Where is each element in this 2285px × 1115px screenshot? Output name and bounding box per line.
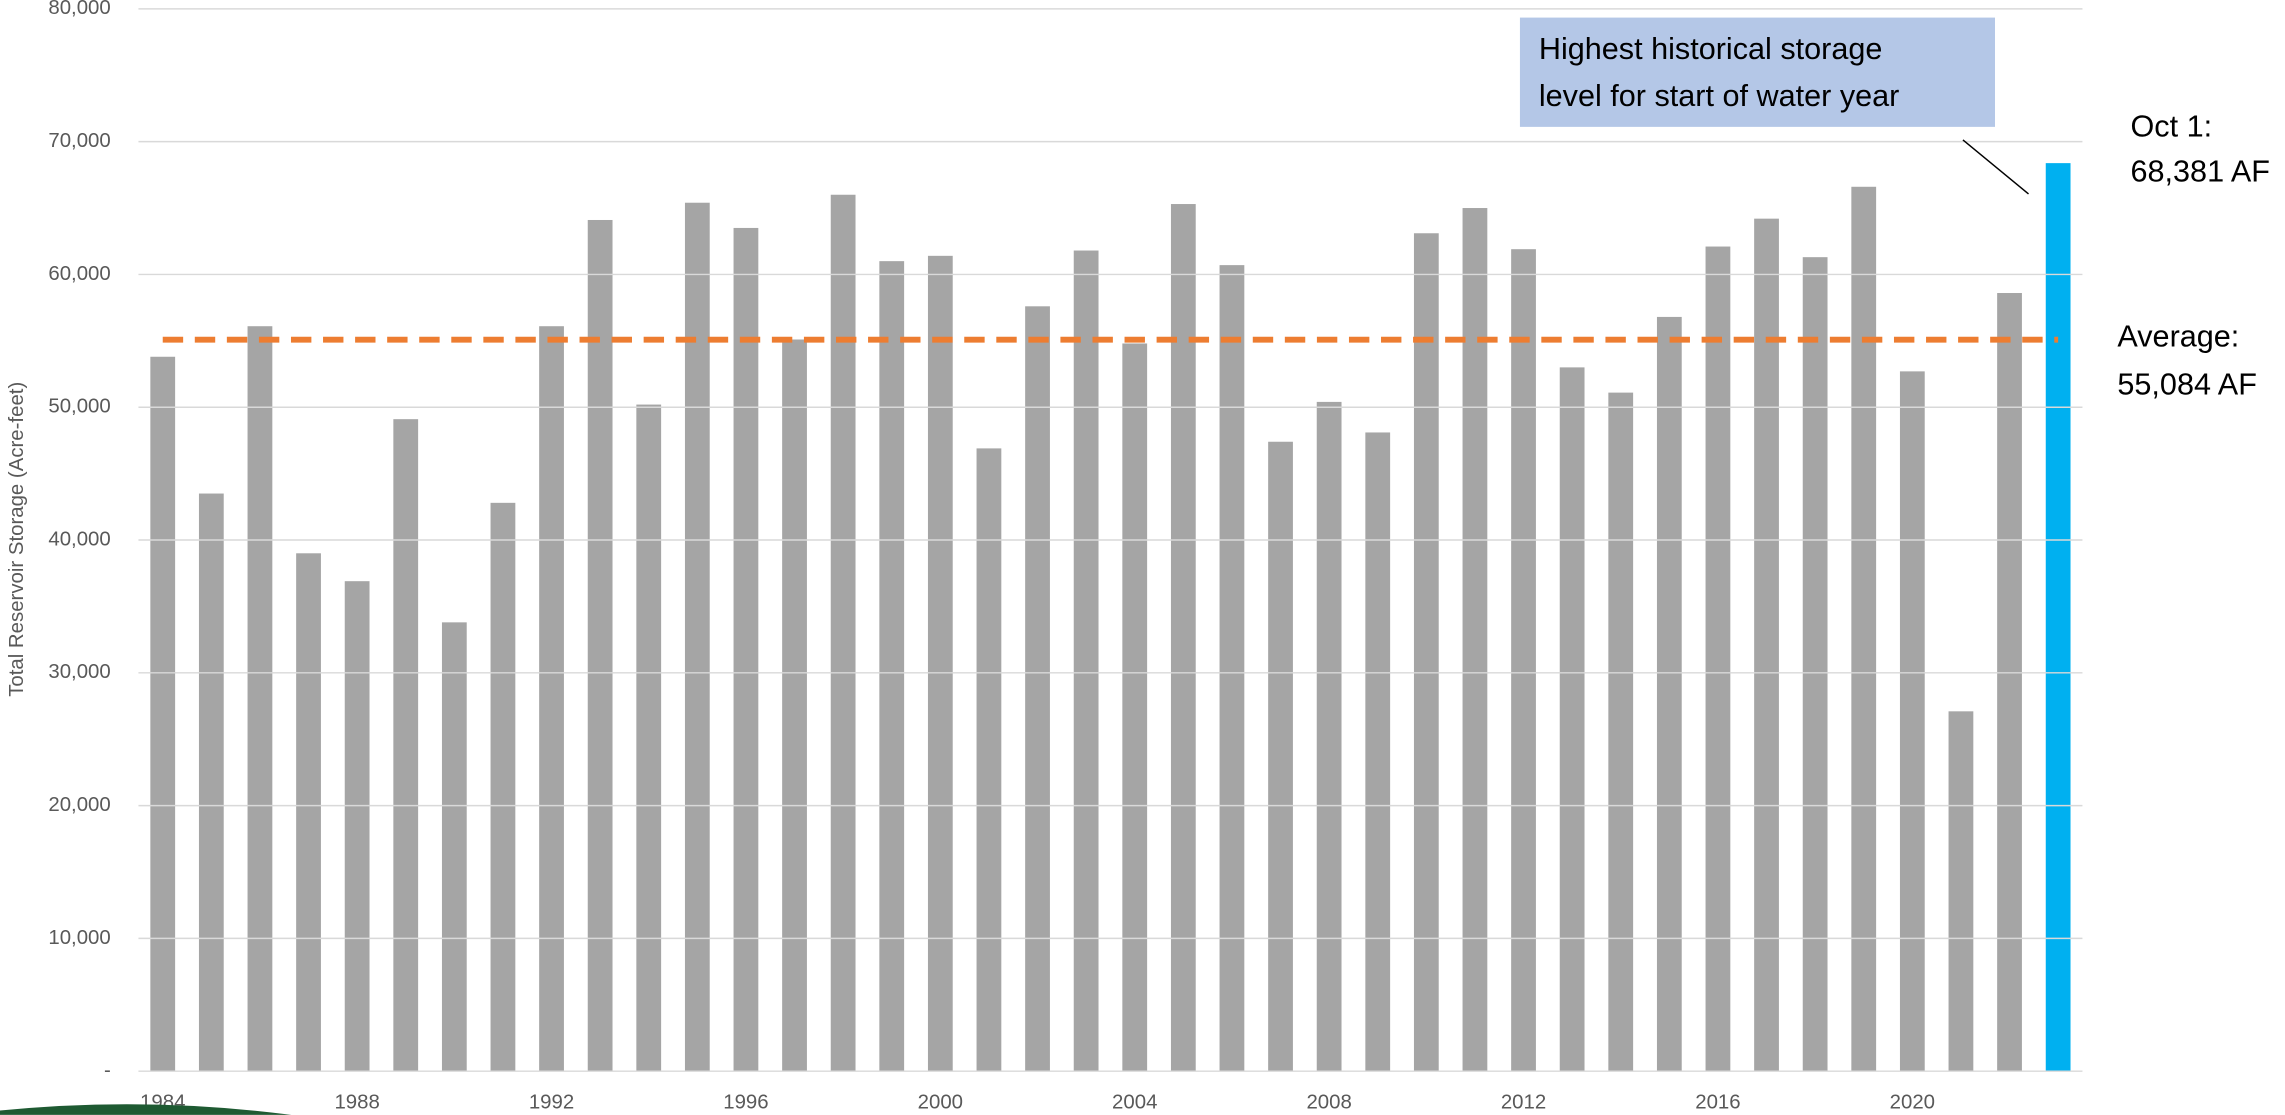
callout-leader <box>1962 139 2029 195</box>
average-label: Average: <box>2117 319 2239 353</box>
x-tick-label: 2004 <box>1112 1092 1157 1114</box>
bar <box>1997 293 2022 1072</box>
bar <box>684 202 710 1072</box>
bar <box>344 581 370 1072</box>
x-tick-label: 2020 <box>1890 1092 1935 1114</box>
x-tick-label: 2000 <box>918 1092 963 1114</box>
latest-label: Oct 1: <box>2131 109 2213 143</box>
callout-box <box>1519 17 1996 127</box>
bar <box>393 419 419 1072</box>
decoration <box>0 1104 292 1115</box>
bar <box>1122 343 1148 1072</box>
bar <box>830 194 856 1072</box>
bar <box>1851 186 1877 1072</box>
y-tick-label: 70,000 <box>48 130 110 152</box>
x-tick-label: 1996 <box>723 1092 768 1114</box>
callout-text: level for start of water year <box>1539 79 1899 113</box>
y-tick-label: 20,000 <box>48 794 110 816</box>
bar <box>539 326 564 1072</box>
x-tick-label: 2016 <box>1695 1092 1740 1114</box>
bar <box>1073 250 1099 1072</box>
bar <box>1170 204 1196 1072</box>
bar <box>1802 257 1828 1072</box>
bar <box>1608 392 1634 1072</box>
y-tick-label: 80,000 <box>48 0 110 19</box>
bar <box>1268 441 1293 1072</box>
bar <box>1948 711 1974 1072</box>
bar <box>441 622 467 1072</box>
bar <box>490 502 516 1072</box>
bar <box>1025 306 1050 1072</box>
y-tick-label: - <box>104 1060 111 1082</box>
bar <box>296 553 321 1072</box>
y-tick-label: 60,000 <box>48 263 110 285</box>
bar <box>587 219 613 1072</box>
bar <box>976 448 1002 1072</box>
bar <box>733 227 759 1072</box>
bar <box>1511 249 1536 1072</box>
y-axis-title: Total Reservoir Storage (Acre-feet) <box>6 382 28 697</box>
bar <box>2045 163 2071 1072</box>
bar <box>1754 218 1779 1072</box>
y-tick-label: 10,000 <box>48 927 110 949</box>
y-tick-label: 30,000 <box>48 661 110 683</box>
bar <box>636 404 662 1072</box>
callout-text: Highest historical storage <box>1539 32 1882 66</box>
bar <box>1316 401 1342 1072</box>
x-tick-label: 1988 <box>334 1092 379 1114</box>
y-tick-label: 50,000 <box>48 396 110 418</box>
bar <box>927 255 953 1072</box>
bar <box>1705 246 1731 1072</box>
latest-label: 68,381 AF <box>2131 155 2270 189</box>
bar <box>1413 233 1439 1072</box>
x-tick-label: 2008 <box>1306 1092 1351 1114</box>
bar <box>879 261 905 1072</box>
bar <box>782 339 807 1072</box>
bar <box>247 326 273 1072</box>
y-tick-label: 40,000 <box>48 528 110 550</box>
average-label: 55,084 AF <box>2117 367 2256 401</box>
bar <box>1365 432 1391 1072</box>
bar <box>1899 371 1925 1072</box>
x-tick-label: 1992 <box>529 1092 574 1114</box>
bar <box>198 493 224 1072</box>
bar <box>1656 316 1682 1072</box>
bar <box>150 356 176 1072</box>
bar <box>1219 265 1245 1072</box>
bar <box>1559 367 1585 1072</box>
x-tick-label: 2012 <box>1501 1092 1546 1114</box>
bar <box>1462 208 1488 1072</box>
